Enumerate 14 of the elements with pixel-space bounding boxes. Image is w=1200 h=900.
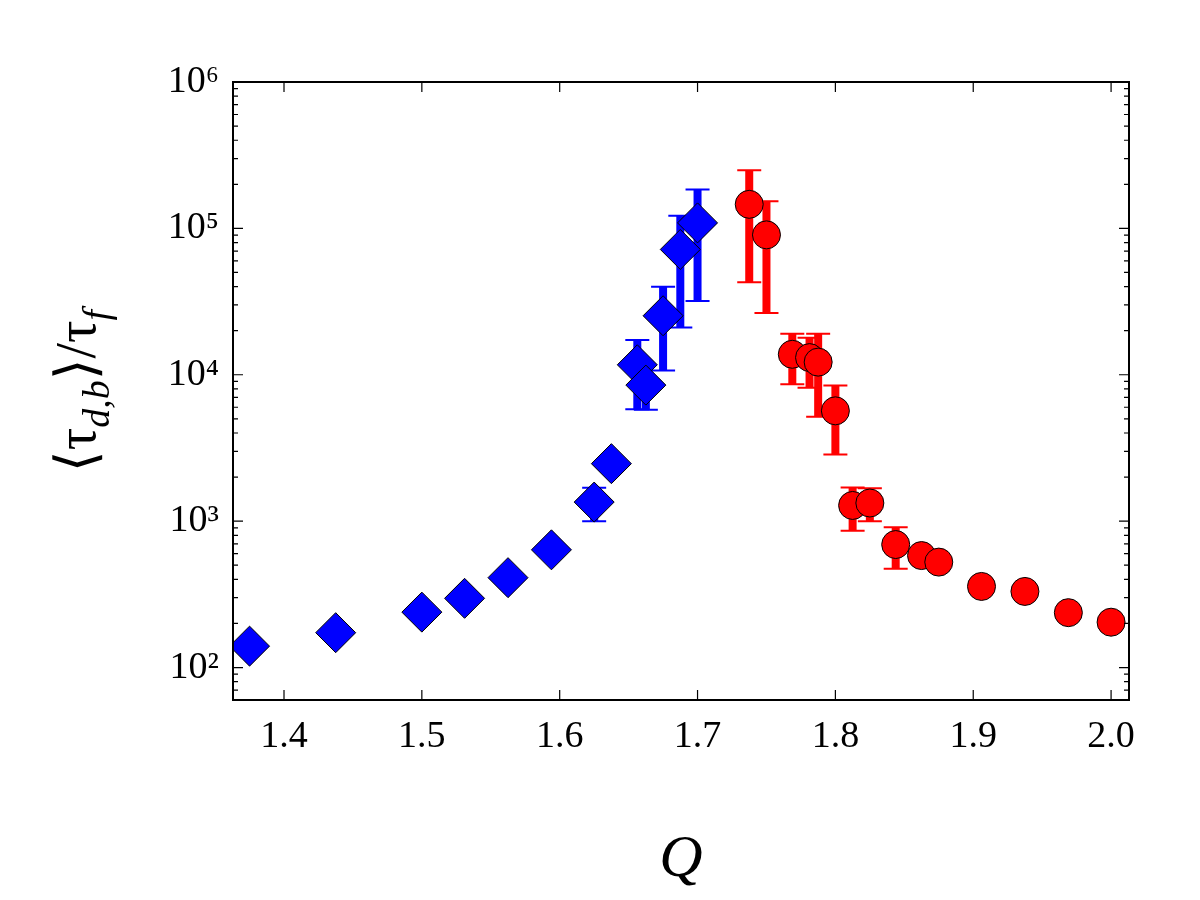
x-tick-label: 1.5 [398,712,446,755]
x-tick-label: 1.8 [811,712,860,755]
x-tick-label: 2.0 [1087,712,1135,755]
x-tick-label: 1.6 [535,712,584,755]
x-tick-label: 1.7 [673,712,722,755]
y-tick-label: 10⁴ [167,350,219,393]
y-axis-title: ⟨τd,b⟩/τf [45,305,117,473]
y-tick-label: 10³ [169,497,219,540]
y-tick-label: 10⁶ [167,57,219,100]
x-tick-label: 1.4 [260,712,308,755]
x-tick-label: 1.9 [949,712,997,755]
y-tick-label: 10² [169,643,219,686]
x-axis-title: Q [659,822,703,889]
y-tick-label: 10⁵ [167,204,219,247]
